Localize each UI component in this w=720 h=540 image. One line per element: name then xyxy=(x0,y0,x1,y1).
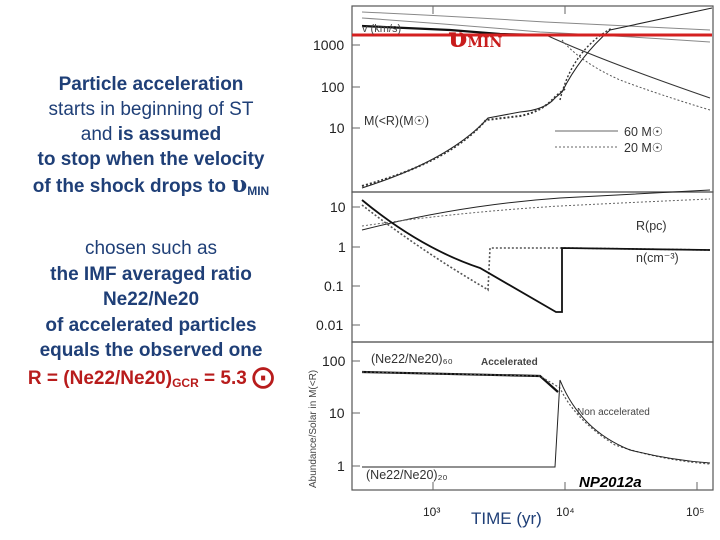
xtick-1e3: 10³ xyxy=(423,505,441,519)
p2-tick-1: 1 xyxy=(338,239,346,255)
p1-line3b: is assumed xyxy=(117,124,222,145)
p2-tick-10: 10 xyxy=(330,199,346,215)
panel3-curves xyxy=(361,370,711,468)
p3-tick-1: 1 xyxy=(337,458,345,474)
ratio-label: R = (Ne22/Ne20) xyxy=(27,367,173,389)
velocity-label: v (km/s) xyxy=(362,23,402,35)
p1-line4: to stop when the velocity xyxy=(37,149,265,170)
radius-label: R(pc) xyxy=(636,219,667,233)
vmin-label: υMIN xyxy=(448,24,502,57)
explanation-block-1: Particle acceleration starts in beginnin… xyxy=(0,72,302,204)
non-accelerated-label: Non accelerated xyxy=(577,407,650,418)
y-axis-ticks xyxy=(352,6,698,490)
panel2-curves xyxy=(361,189,711,313)
explanation-block-2: chosen such as the IMF averaged ratio Ne… xyxy=(0,236,302,396)
p3-tick-10: 10 xyxy=(329,405,345,421)
p1-line1: Particle acceleration xyxy=(58,74,244,95)
panel2-frame xyxy=(351,191,714,343)
credit-label: NP2012a xyxy=(579,474,642,491)
p2-tick-0.01: 0.01 xyxy=(316,317,344,333)
xtick-1e5: 10⁵ xyxy=(686,505,705,519)
ratio-value: = 5.3 xyxy=(198,367,253,389)
p2-line3: Ne22/Ne20 xyxy=(102,289,200,310)
legend-20: 20 M☉ xyxy=(624,141,663,155)
accelerated-label: Accelerated xyxy=(481,357,538,368)
p1-line5: of the shock drops to υMIN xyxy=(0,172,302,204)
abundance-axis-label: Abundance/Solar in M(<R) xyxy=(308,369,319,488)
p2-line6: R = (Ne22/Ne20)GCR = 5.3 ⨀ xyxy=(0,364,302,397)
panel3-frame xyxy=(351,341,714,491)
upsilon-symbol: υ xyxy=(231,171,248,198)
p1-tick-100: 100 xyxy=(321,79,345,95)
vmin-subscript: MIN xyxy=(467,35,503,51)
p1-line3: and is assumed xyxy=(0,122,302,147)
mass-label: M(<R)(M☉) xyxy=(364,114,430,128)
p2-line5: equals the observed one xyxy=(39,340,263,361)
panel-frames xyxy=(351,5,714,491)
p2-line2: the IMF averaged ratio xyxy=(50,263,252,285)
solar-symbol: ⨀ xyxy=(252,363,275,389)
p1-tick-10: 10 xyxy=(329,120,345,136)
p2-tick-0.1: 0.1 xyxy=(324,278,344,294)
p1-line2: starts in beginning of ST xyxy=(48,99,254,120)
p2-line1: chosen such as xyxy=(84,238,218,259)
time-axis-label: TIME (yr) xyxy=(471,509,542,528)
ratio-60-label: (Ne22/Ne20)₆₀ xyxy=(371,352,453,366)
ratio-20-label: (Ne22/Ne20)₂₀ xyxy=(366,468,448,482)
xtick-1e4: 10⁴ xyxy=(556,505,575,519)
p1-tick-1000: 1000 xyxy=(313,37,345,53)
p2-line4: of accelerated particles xyxy=(45,314,257,336)
gcr-subscript: GCR xyxy=(172,375,199,390)
p1-line3a: and xyxy=(80,124,118,145)
legend-60: 60 M☉ xyxy=(624,125,663,139)
p3-tick-100: 100 xyxy=(322,353,346,369)
vmin-symbol: υ xyxy=(448,21,468,54)
min-subscript: MIN xyxy=(247,184,270,198)
p1-line5a: of the shock drops to xyxy=(32,176,232,197)
density-label: n(cm⁻³) xyxy=(636,251,679,265)
